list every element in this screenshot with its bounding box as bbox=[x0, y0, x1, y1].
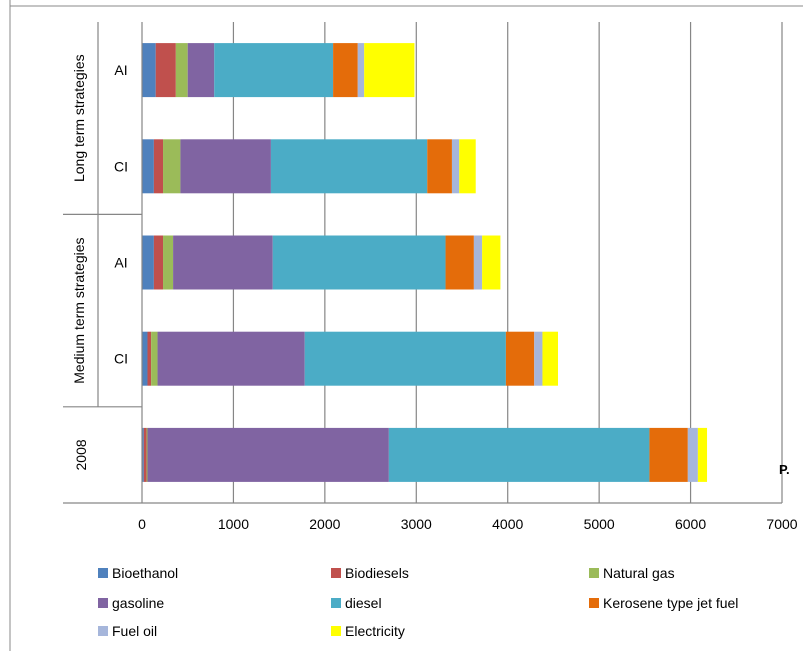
x-tick-labels: 0 1000 2000 3000 4000 5000 6000 7000 bbox=[138, 516, 798, 532]
category-label: AI bbox=[114, 255, 127, 271]
bar-segment-natural-gas bbox=[163, 235, 174, 290]
x-tick-label: 4000 bbox=[492, 516, 523, 532]
bar-segment-gasoline bbox=[187, 43, 215, 98]
x-tick-label: 3000 bbox=[401, 516, 432, 532]
bar-segment-natural-gas bbox=[151, 331, 158, 386]
bar-segment-bioethanol bbox=[142, 139, 154, 194]
bar-segment-fuel-oil bbox=[357, 43, 365, 98]
bar-segment-fuel-oil bbox=[534, 331, 543, 386]
bar-segment-diesel bbox=[214, 43, 334, 98]
legend-label: gasoline bbox=[112, 595, 164, 611]
bar-segment-bioethanol bbox=[142, 427, 144, 482]
bar-segment-biodiesels bbox=[143, 427, 147, 482]
bar-segment-bioethanol bbox=[142, 43, 156, 98]
legend-label: Electricity bbox=[345, 623, 405, 639]
bar-segment-biodiesels bbox=[153, 235, 164, 290]
legend-swatch bbox=[589, 598, 599, 608]
bar-segment-fuel-oil bbox=[451, 139, 460, 194]
bar-segment-kerosene-type-jet-fuel bbox=[505, 331, 535, 386]
legend-swatch bbox=[98, 598, 108, 608]
legend-label: Bioethanol bbox=[112, 565, 178, 581]
legend-swatch bbox=[589, 568, 599, 578]
bar-segment-natural-gas bbox=[163, 139, 181, 194]
category-label: CI bbox=[114, 351, 128, 367]
legend-label: Kerosene type jet fuel bbox=[603, 595, 738, 611]
bar-segment-diesel bbox=[304, 331, 506, 386]
legend-swatch bbox=[331, 626, 341, 636]
group-label: Medium term strategies bbox=[71, 237, 87, 383]
legend-label: Fuel oil bbox=[112, 623, 157, 639]
bar-segment-diesel bbox=[388, 427, 650, 482]
legend-swatch bbox=[331, 568, 341, 578]
bar-segment-diesel bbox=[270, 139, 428, 194]
bar-segment-kerosene-type-jet-fuel bbox=[427, 139, 452, 194]
bar-segment-fuel-oil bbox=[687, 427, 698, 482]
bar-segment-fuel-oil bbox=[473, 235, 483, 290]
x-tick-label: 6000 bbox=[675, 516, 706, 532]
bar-segment-gasoline bbox=[180, 139, 271, 194]
bar-segment-electricity bbox=[482, 235, 501, 290]
category-labels: 2008 CI AI CI AI bbox=[73, 62, 128, 470]
bar-segment-kerosene-type-jet-fuel bbox=[445, 235, 474, 290]
bar-segment-kerosene-type-jet-fuel bbox=[333, 43, 358, 98]
axes bbox=[63, 22, 782, 504]
bar-segment-natural-gas bbox=[146, 427, 148, 482]
x-tick-label: 1000 bbox=[218, 516, 249, 532]
x-tick-label: 7000 bbox=[766, 516, 797, 532]
category-label: AI bbox=[114, 62, 127, 78]
group-label: Long term strategies bbox=[71, 54, 87, 182]
legend: Bioethanol Biodiesels Natural gas gasoline d… bbox=[98, 565, 738, 639]
bar-segment-diesel bbox=[272, 235, 446, 290]
x-axis-title: P. bbox=[779, 462, 790, 477]
legend-swatch bbox=[331, 598, 341, 608]
x-tick-label: 2000 bbox=[309, 516, 340, 532]
bar-segment-electricity bbox=[542, 331, 558, 386]
bar-segment-electricity bbox=[364, 43, 415, 98]
category-label: 2008 bbox=[73, 439, 89, 470]
x-tick-label: 0 bbox=[138, 516, 146, 532]
legend-swatch bbox=[98, 568, 108, 578]
category-label: CI bbox=[114, 158, 128, 174]
bar-segment-biodiesels bbox=[147, 331, 152, 386]
bar-segment-bioethanol bbox=[142, 235, 154, 290]
bar-segment-bioethanol bbox=[142, 331, 148, 386]
bar-segment-gasoline bbox=[147, 427, 389, 482]
legend-label: Biodiesels bbox=[345, 565, 409, 581]
bar-segment-kerosene-type-jet-fuel bbox=[649, 427, 688, 482]
legend-swatch bbox=[98, 626, 108, 636]
bar-segment-electricity bbox=[697, 427, 708, 482]
bar-segment-gasoline bbox=[157, 331, 305, 386]
bars bbox=[142, 43, 708, 482]
group-labels: Medium term strategies Long term strategi… bbox=[71, 54, 87, 383]
legend-label: Natural gas bbox=[603, 565, 675, 581]
bar-segment-biodiesels bbox=[155, 43, 176, 98]
bar-segment-natural-gas bbox=[175, 43, 188, 98]
bar-segment-electricity bbox=[459, 139, 476, 194]
bar-segment-biodiesels bbox=[153, 139, 164, 194]
legend-label: diesel bbox=[345, 595, 382, 611]
x-tick-label: 5000 bbox=[584, 516, 615, 532]
bar-segment-gasoline bbox=[173, 235, 273, 290]
